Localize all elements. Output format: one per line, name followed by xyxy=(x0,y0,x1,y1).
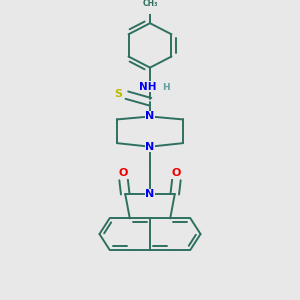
Text: NH: NH xyxy=(139,82,156,92)
Text: S: S xyxy=(115,89,123,99)
Text: CH₃: CH₃ xyxy=(142,0,158,8)
Text: O: O xyxy=(172,168,181,178)
Text: O: O xyxy=(119,168,128,178)
Text: N: N xyxy=(146,112,154,122)
Text: N: N xyxy=(146,189,154,199)
Text: H: H xyxy=(162,83,170,92)
Text: N: N xyxy=(146,142,154,152)
